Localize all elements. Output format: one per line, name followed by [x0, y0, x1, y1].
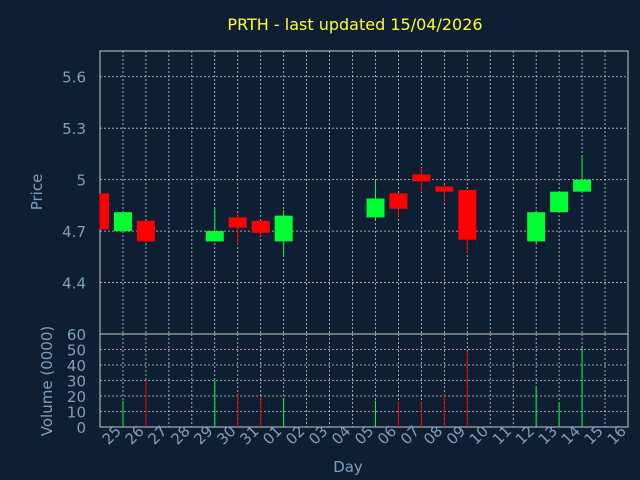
- candle-body: [100, 193, 109, 230]
- price-axis-label: Price: [28, 174, 46, 211]
- candle-body: [435, 186, 454, 192]
- x-axis: 2526272829303101020304050607080910111213…: [99, 422, 630, 448]
- candle-body: [366, 198, 385, 218]
- candle-body: [205, 231, 224, 242]
- volume-tick-label: 0: [76, 419, 86, 437]
- volume-tick-label: 50: [67, 342, 86, 360]
- price-tick-label: 4.7: [62, 223, 86, 241]
- candles: [99, 155, 592, 256]
- x-axis-label: Day: [333, 458, 363, 476]
- volume-tick-label: 20: [67, 388, 86, 406]
- price-tick-label: 4.4: [62, 275, 86, 293]
- candle-body: [113, 212, 132, 232]
- volume-panel-frame: [99, 333, 629, 428]
- price-tick-label: 5.3: [62, 120, 86, 138]
- price-axis: 4.4 4.7 5 5.3 5.6: [62, 69, 86, 293]
- candle-body: [136, 220, 155, 242]
- candle-body: [412, 174, 431, 182]
- candle-body: [274, 215, 293, 242]
- volume-bars: [122, 347, 583, 427]
- volume-tick-label: 30: [67, 373, 86, 391]
- price-tick-label: 5: [76, 172, 86, 190]
- candle-body: [389, 193, 408, 209]
- candle-body: [458, 189, 477, 240]
- volume-tick-label: 60: [67, 326, 86, 344]
- candle-body: [550, 191, 569, 213]
- candle-body: [573, 179, 592, 192]
- price-tick-label: 5.6: [62, 69, 86, 87]
- candle-body: [251, 220, 270, 233]
- candle-body: [228, 217, 247, 228]
- chart-title: PRTH - last updated 15/04/2026: [227, 15, 482, 34]
- volume-tick-label: 10: [67, 404, 86, 422]
- candle-body: [527, 212, 546, 242]
- volume-axis-label: Volume (0000): [38, 326, 56, 436]
- volume-tick-label: 40: [67, 357, 86, 375]
